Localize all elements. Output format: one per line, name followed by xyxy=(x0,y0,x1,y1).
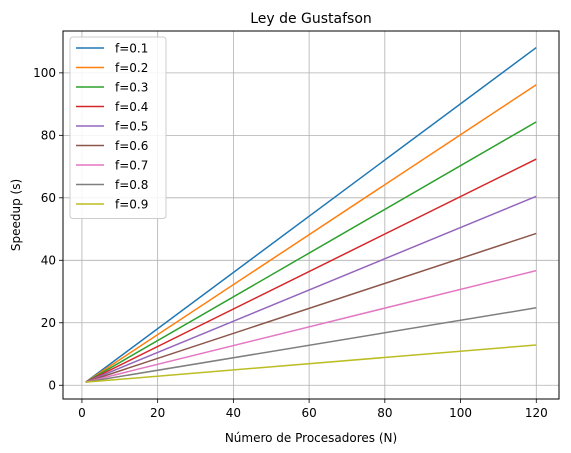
plot-area-frame xyxy=(62,30,560,400)
legend-entry: f=0.9 xyxy=(115,198,148,212)
series-line-f=0.8 xyxy=(85,307,537,383)
series-line-f=0.7 xyxy=(85,269,537,383)
x-axis-ticks: 0 20 40 60 80 100 120 xyxy=(78,399,548,420)
x-axis-label: Número de Procesadores (N) xyxy=(225,431,397,445)
series-line-f=0.2 xyxy=(85,84,537,383)
y-tick-label: 40 xyxy=(41,253,56,267)
x-tick-label: 20 xyxy=(150,406,165,420)
y-axis-label: Speedup (s) xyxy=(9,179,23,251)
legend-entry: f=0.8 xyxy=(115,178,148,192)
legend-box xyxy=(69,36,167,219)
legend: f=0.1 f=0.2 f=0.3 f=0.4 f=0.5 f=0.6 f=0.7 f=0.8… xyxy=(69,36,167,219)
series-line-f=0.9 xyxy=(85,344,537,383)
series-line-f=0.3 xyxy=(85,121,537,383)
legend-entry: f=0.3 xyxy=(115,81,148,95)
legend-entry: f=0.7 xyxy=(115,159,148,173)
x-tick-label: 120 xyxy=(525,406,548,420)
y-tick-label: 100 xyxy=(33,66,56,80)
x-tick-label: 60 xyxy=(301,406,316,420)
x-tick-label: 100 xyxy=(449,406,472,420)
y-tick-label: 60 xyxy=(41,191,56,205)
chart-title: Ley de Gustafson xyxy=(250,11,372,27)
series-line-f=0.4 xyxy=(85,158,537,383)
series-line-f=0.1 xyxy=(85,46,537,383)
legend-entry: f=0.1 xyxy=(115,42,148,56)
x-tick-label: 40 xyxy=(226,406,241,420)
legend-entry: f=0.5 xyxy=(115,120,148,134)
x-tick-label: 0 xyxy=(78,406,86,420)
legend-entry: f=0.4 xyxy=(115,100,148,114)
legend-entry: f=0.2 xyxy=(115,61,148,75)
legend-entry: f=0.6 xyxy=(115,139,148,153)
y-tick-label: 80 xyxy=(41,128,56,142)
series-line-f=0.6 xyxy=(85,232,537,383)
x-tick-label: 80 xyxy=(377,406,392,420)
y-axis-ticks: 0 20 40 60 80 100 xyxy=(33,66,63,392)
plot-lines xyxy=(85,46,537,383)
y-tick-label: 20 xyxy=(41,316,56,330)
y-tick-label: 0 xyxy=(48,378,56,392)
series-line-f=0.5 xyxy=(85,195,537,383)
